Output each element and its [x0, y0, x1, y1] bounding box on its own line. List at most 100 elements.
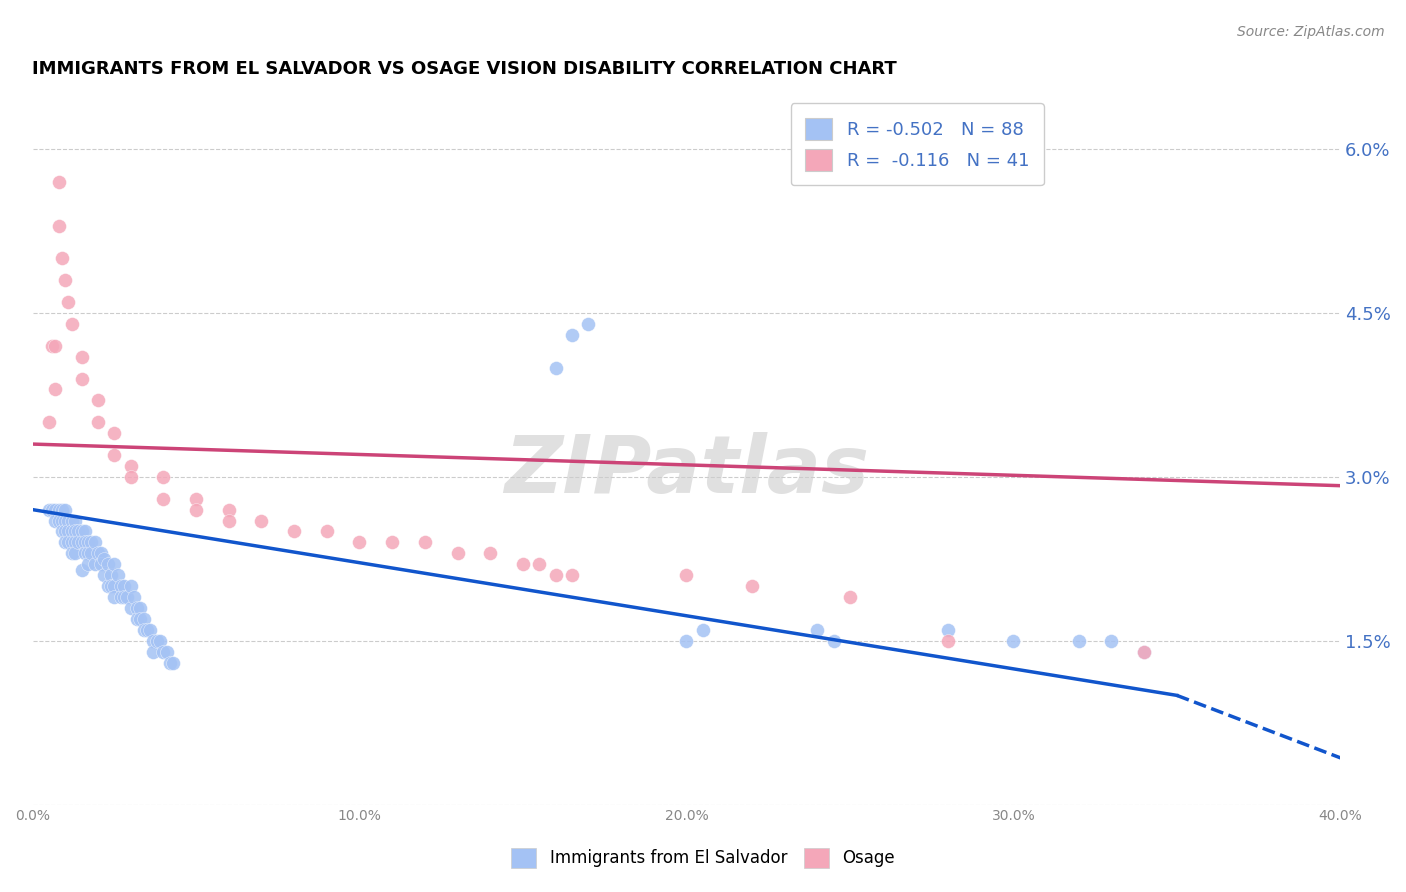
Point — [87, 546, 110, 560]
Point — [159, 656, 181, 670]
Point — [145, 633, 167, 648]
Point — [806, 623, 828, 637]
Text: IMMIGRANTS FROM EL SALVADOR VS OSAGE VISION DISABILITY CORRELATION CHART: IMMIGRANTS FROM EL SALVADOR VS OSAGE VIS… — [32, 60, 897, 78]
Point — [87, 393, 110, 408]
Point — [38, 415, 60, 429]
Point — [184, 491, 207, 506]
Point — [413, 535, 436, 549]
Point — [1067, 633, 1090, 648]
Point — [139, 623, 162, 637]
Point — [741, 579, 763, 593]
Point — [77, 546, 100, 560]
Point — [155, 645, 177, 659]
Point — [44, 339, 66, 353]
Point — [48, 502, 70, 516]
Point — [60, 535, 83, 549]
Point — [70, 563, 93, 577]
Point — [120, 458, 142, 473]
Point — [48, 175, 70, 189]
Point — [67, 535, 90, 549]
Point — [142, 645, 165, 659]
Point — [512, 558, 534, 572]
Point — [218, 502, 240, 516]
Point — [122, 590, 145, 604]
Point — [60, 514, 83, 528]
Legend: Immigrants from El Salvador, Osage: Immigrants from El Salvador, Osage — [505, 841, 901, 875]
Point — [70, 524, 93, 539]
Point — [142, 633, 165, 648]
Point — [110, 579, 132, 593]
Point — [162, 656, 184, 670]
Point — [936, 633, 959, 648]
Point — [136, 623, 159, 637]
Point — [127, 601, 149, 615]
Point — [83, 558, 105, 572]
Point — [97, 558, 120, 572]
Point — [70, 350, 93, 364]
Point — [112, 579, 135, 593]
Point — [838, 590, 860, 604]
Point — [110, 590, 132, 604]
Point — [73, 546, 96, 560]
Point — [1133, 645, 1156, 659]
Point — [103, 558, 125, 572]
Point — [48, 514, 70, 528]
Point — [218, 514, 240, 528]
Point — [120, 601, 142, 615]
Point — [48, 219, 70, 233]
Point — [63, 524, 86, 539]
Point — [675, 568, 697, 582]
Point — [127, 612, 149, 626]
Point — [58, 514, 80, 528]
Point — [44, 514, 66, 528]
Point — [93, 568, 115, 582]
Point — [38, 502, 60, 516]
Point — [90, 558, 112, 572]
Point — [53, 273, 76, 287]
Point — [120, 470, 142, 484]
Point — [77, 558, 100, 572]
Point — [120, 579, 142, 593]
Point — [1133, 645, 1156, 659]
Point — [97, 579, 120, 593]
Point — [58, 295, 80, 310]
Point — [446, 546, 468, 560]
Point — [117, 590, 139, 604]
Point — [80, 535, 103, 549]
Point — [90, 546, 112, 560]
Point — [129, 601, 152, 615]
Point — [103, 426, 125, 441]
Point — [77, 535, 100, 549]
Point — [1002, 633, 1025, 648]
Legend: R = -0.502   N = 88, R =  -0.116   N = 41: R = -0.502 N = 88, R = -0.116 N = 41 — [790, 103, 1043, 186]
Point — [100, 579, 122, 593]
Point — [51, 524, 73, 539]
Point — [73, 524, 96, 539]
Point — [70, 535, 93, 549]
Point — [63, 535, 86, 549]
Point — [41, 502, 63, 516]
Point — [283, 524, 305, 539]
Point — [576, 317, 599, 331]
Point — [44, 383, 66, 397]
Point — [479, 546, 502, 560]
Point — [53, 502, 76, 516]
Point — [60, 524, 83, 539]
Point — [93, 551, 115, 566]
Point — [63, 514, 86, 528]
Point — [529, 558, 551, 572]
Point — [44, 502, 66, 516]
Point — [103, 579, 125, 593]
Point — [129, 612, 152, 626]
Point — [1099, 633, 1122, 648]
Point — [381, 535, 404, 549]
Point — [544, 568, 567, 582]
Point — [315, 524, 337, 539]
Point — [53, 524, 76, 539]
Point — [67, 524, 90, 539]
Point — [107, 568, 129, 582]
Point — [149, 633, 172, 648]
Point — [184, 502, 207, 516]
Point — [70, 371, 93, 385]
Point — [80, 546, 103, 560]
